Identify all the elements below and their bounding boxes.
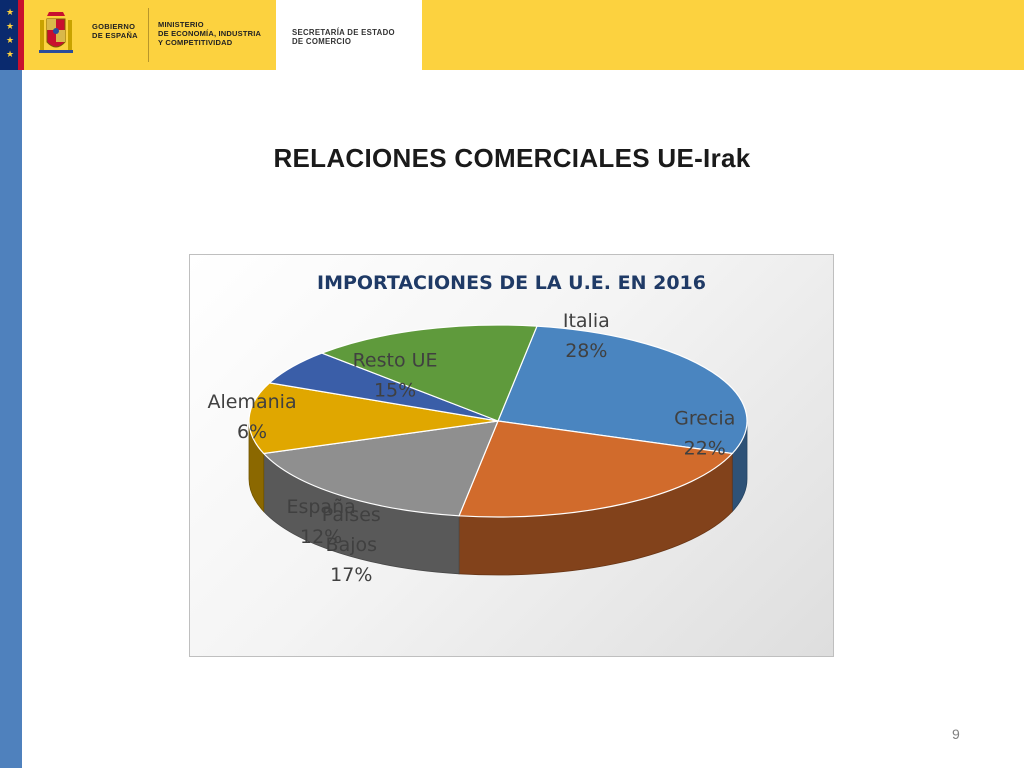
pie-data-label-line: 17% (330, 564, 372, 586)
pie-data-label: España 12% (286, 496, 355, 548)
pie-data-label-line: 6% (237, 421, 267, 443)
pie-chart: Italia 28% Grecia 22% Paises Bajos 17% España 12… (208, 310, 748, 586)
pie-data-label-line: Paises (322, 504, 381, 526)
star-icon: ★ (6, 49, 15, 59)
pie-top (248, 324, 748, 518)
pie-data-label-line: Bajos (326, 534, 377, 556)
pie-data-label: Resto UE 15% (353, 350, 438, 402)
eu-flag-strip: ★ ★ ★ ★ (0, 0, 24, 70)
chart-title: IMPORTACIONES DE LA U.E. EN 2016 (317, 272, 706, 294)
pie-data-label-line: 12% (300, 526, 342, 548)
spain-flag-stripe (18, 0, 24, 70)
pie-data-label-line: Alemania (208, 391, 297, 413)
star-icon: ★ (6, 35, 15, 45)
pie-slice (262, 420, 499, 517)
pie-data-label-line: Italia (563, 310, 610, 332)
header-divider (148, 8, 149, 62)
pie-slice (248, 382, 499, 455)
pie-data-label-line: 15% (374, 380, 416, 402)
star-icon: ★ (6, 7, 15, 17)
pie-data-label-line: 28% (565, 340, 607, 362)
slide-title: RELACIONES COMERCIALES UE-Irak (273, 143, 751, 173)
star-icon: ★ (6, 21, 15, 31)
ministerio-text: MINISTERIO DE ECONOMÍA, INDUSTRIA Y COMP… (158, 20, 262, 47)
pie-data-label-line: 22% (684, 438, 726, 460)
pie-data-label: Paises Bajos 17% (322, 504, 381, 586)
pie-data-label: Alemania 6% (208, 391, 297, 443)
page-number: 9 (952, 726, 960, 742)
pie-data-label-line: España (286, 496, 355, 518)
pie-slice (497, 325, 748, 455)
pie-data-label-line: Grecia (674, 408, 735, 430)
pie-data-label: Italia 28% (563, 310, 610, 362)
gobierno-text: GOBIERNO DE ESPAÑA (92, 22, 138, 40)
pie-data-label: Grecia 22% (674, 408, 735, 460)
coat-of-arms-icon (39, 12, 73, 53)
left-side-bar (0, 70, 22, 768)
secretaria-block: SECRETARÍA DE ESTADO DE COMERCIO (276, 0, 422, 70)
pie-sides (248, 420, 748, 576)
pie-labels: Italia 28% Grecia 22% Paises Bajos 17% España 12… (208, 310, 736, 586)
pie-slice (320, 324, 538, 422)
gobierno-logo-block: GOBIERNO DE ESPAÑA MINISTERIO DE ECONOMÍ… (24, 0, 276, 70)
pie-slice (458, 420, 734, 518)
chart-frame: Italia 28% Grecia 22% Paises Bajos 17% España 12… (189, 254, 834, 657)
secretaria-text: SECRETARÍA DE ESTADO DE COMERCIO (292, 28, 395, 46)
pie-data-label-line: Resto UE (353, 350, 438, 372)
